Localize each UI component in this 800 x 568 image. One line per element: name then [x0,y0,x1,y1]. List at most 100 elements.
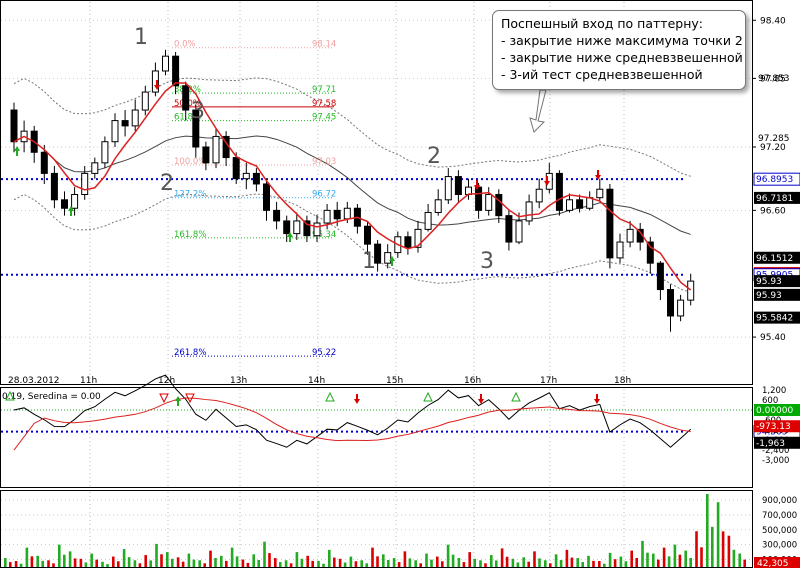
volume-bar [446,544,450,567]
volume-bar [527,561,530,567]
volume-bar [63,554,66,567]
volume-bar [743,559,746,567]
oscillator-value-label: -973.13 [756,422,791,432]
volume-bar [667,556,671,567]
fib-label: 100.0% [174,157,206,167]
volume-bar [727,535,731,567]
volume-bar [192,559,196,567]
fib-label: 261.8% [174,348,206,358]
volume-bar [538,558,541,567]
time-tick-label: 13h [230,376,247,386]
volume-bar [306,555,309,567]
candle-body [434,199,442,213]
candle-body [232,157,240,180]
callout-line: - 3-ий тест средневзвешенной [501,67,703,82]
volume-bar [198,560,201,567]
vwap [13,135,691,235]
price-axis: 98.40 97.85 97.20 96.60 95.40 97.853 97.285 96.… [752,16,800,439]
volume-bar [511,558,515,567]
volume-bar [95,559,98,567]
volume-bar [706,493,709,567]
candle-body [606,188,614,259]
volume-bar [711,526,714,567]
price-box-label: 94.505 [756,428,788,438]
volume-bar [171,558,174,567]
volume-bar [230,547,234,567]
volume-bar [79,558,83,567]
candle-body [121,120,129,127]
candle-body [475,186,483,211]
candle-body [242,172,250,180]
volume-bar [473,558,476,567]
volume-bar [662,547,666,567]
down-arrow-icon [595,170,601,180]
volume-bar [559,560,563,567]
candle-body [343,207,351,220]
price-tick-label: 98.40 [760,16,786,26]
volume-bar [451,554,455,567]
fib-value: 95.22 [312,348,336,358]
up-arrow-icon [14,146,20,156]
candle-body [293,220,301,235]
volume-bar [565,549,569,567]
price-box-label: 97.853 [758,74,790,84]
volume-bar [133,560,137,567]
candle-body [40,151,48,174]
volume-bar [430,559,433,567]
volume-bar [220,555,223,567]
candle-body [687,280,695,301]
oscillator-panel-frame [0,387,753,488]
volume-bar [554,554,558,567]
oscillator-tick-label: -3,000 [762,456,789,466]
price-box-label: 96.7181 [756,194,793,204]
moving-average [13,82,692,291]
volume-bar [570,557,574,567]
volume-bar [608,552,612,567]
volume-bar [19,563,23,567]
candle-body [273,209,281,222]
candle-body [384,252,392,264]
candle-body [50,172,58,201]
volume-value-label: 42,305 [757,559,789,568]
volume-bar [181,561,185,567]
volume-bar [166,552,169,567]
price-box-label: 96.8953 [756,175,793,185]
candle-body [505,215,513,243]
volume-bar [382,554,385,567]
volume-bar [101,561,104,567]
fib-value: 98.14 [312,40,336,50]
price-box-label: 95.93 [756,291,782,301]
volume-bar [333,557,336,567]
oscillator-value-label: -1,963 [756,439,785,449]
volume-bar [738,553,741,567]
volume-bar [652,553,655,567]
candle-body [252,172,260,185]
candle-body [111,120,119,143]
candle-body [626,228,634,243]
moving-average-line [13,82,692,291]
candle-body [646,241,654,264]
pattern-label: 2 [427,144,441,169]
candle-body [616,241,624,259]
callout-pointer [529,89,547,133]
volume-bar [500,548,504,567]
volume-bar [311,560,314,567]
triangle-down-icon [159,393,169,404]
volume-bar [721,531,725,567]
volume-tick-label: 500,000 [762,526,797,536]
volume-bar [619,556,623,567]
candle-body [141,91,149,111]
volume-bar [403,551,407,567]
volume-bar [360,560,363,567]
volume-bar [14,561,18,567]
candle-body [182,85,190,111]
volume-bar [279,562,282,567]
price-box-label: 95.5842 [756,314,793,324]
candle-body [495,194,503,217]
volume-bar [587,555,590,567]
volume-bar [549,563,552,567]
candle-body [667,289,674,317]
volume-bar [268,553,271,567]
oscillator-value-box [754,404,800,416]
